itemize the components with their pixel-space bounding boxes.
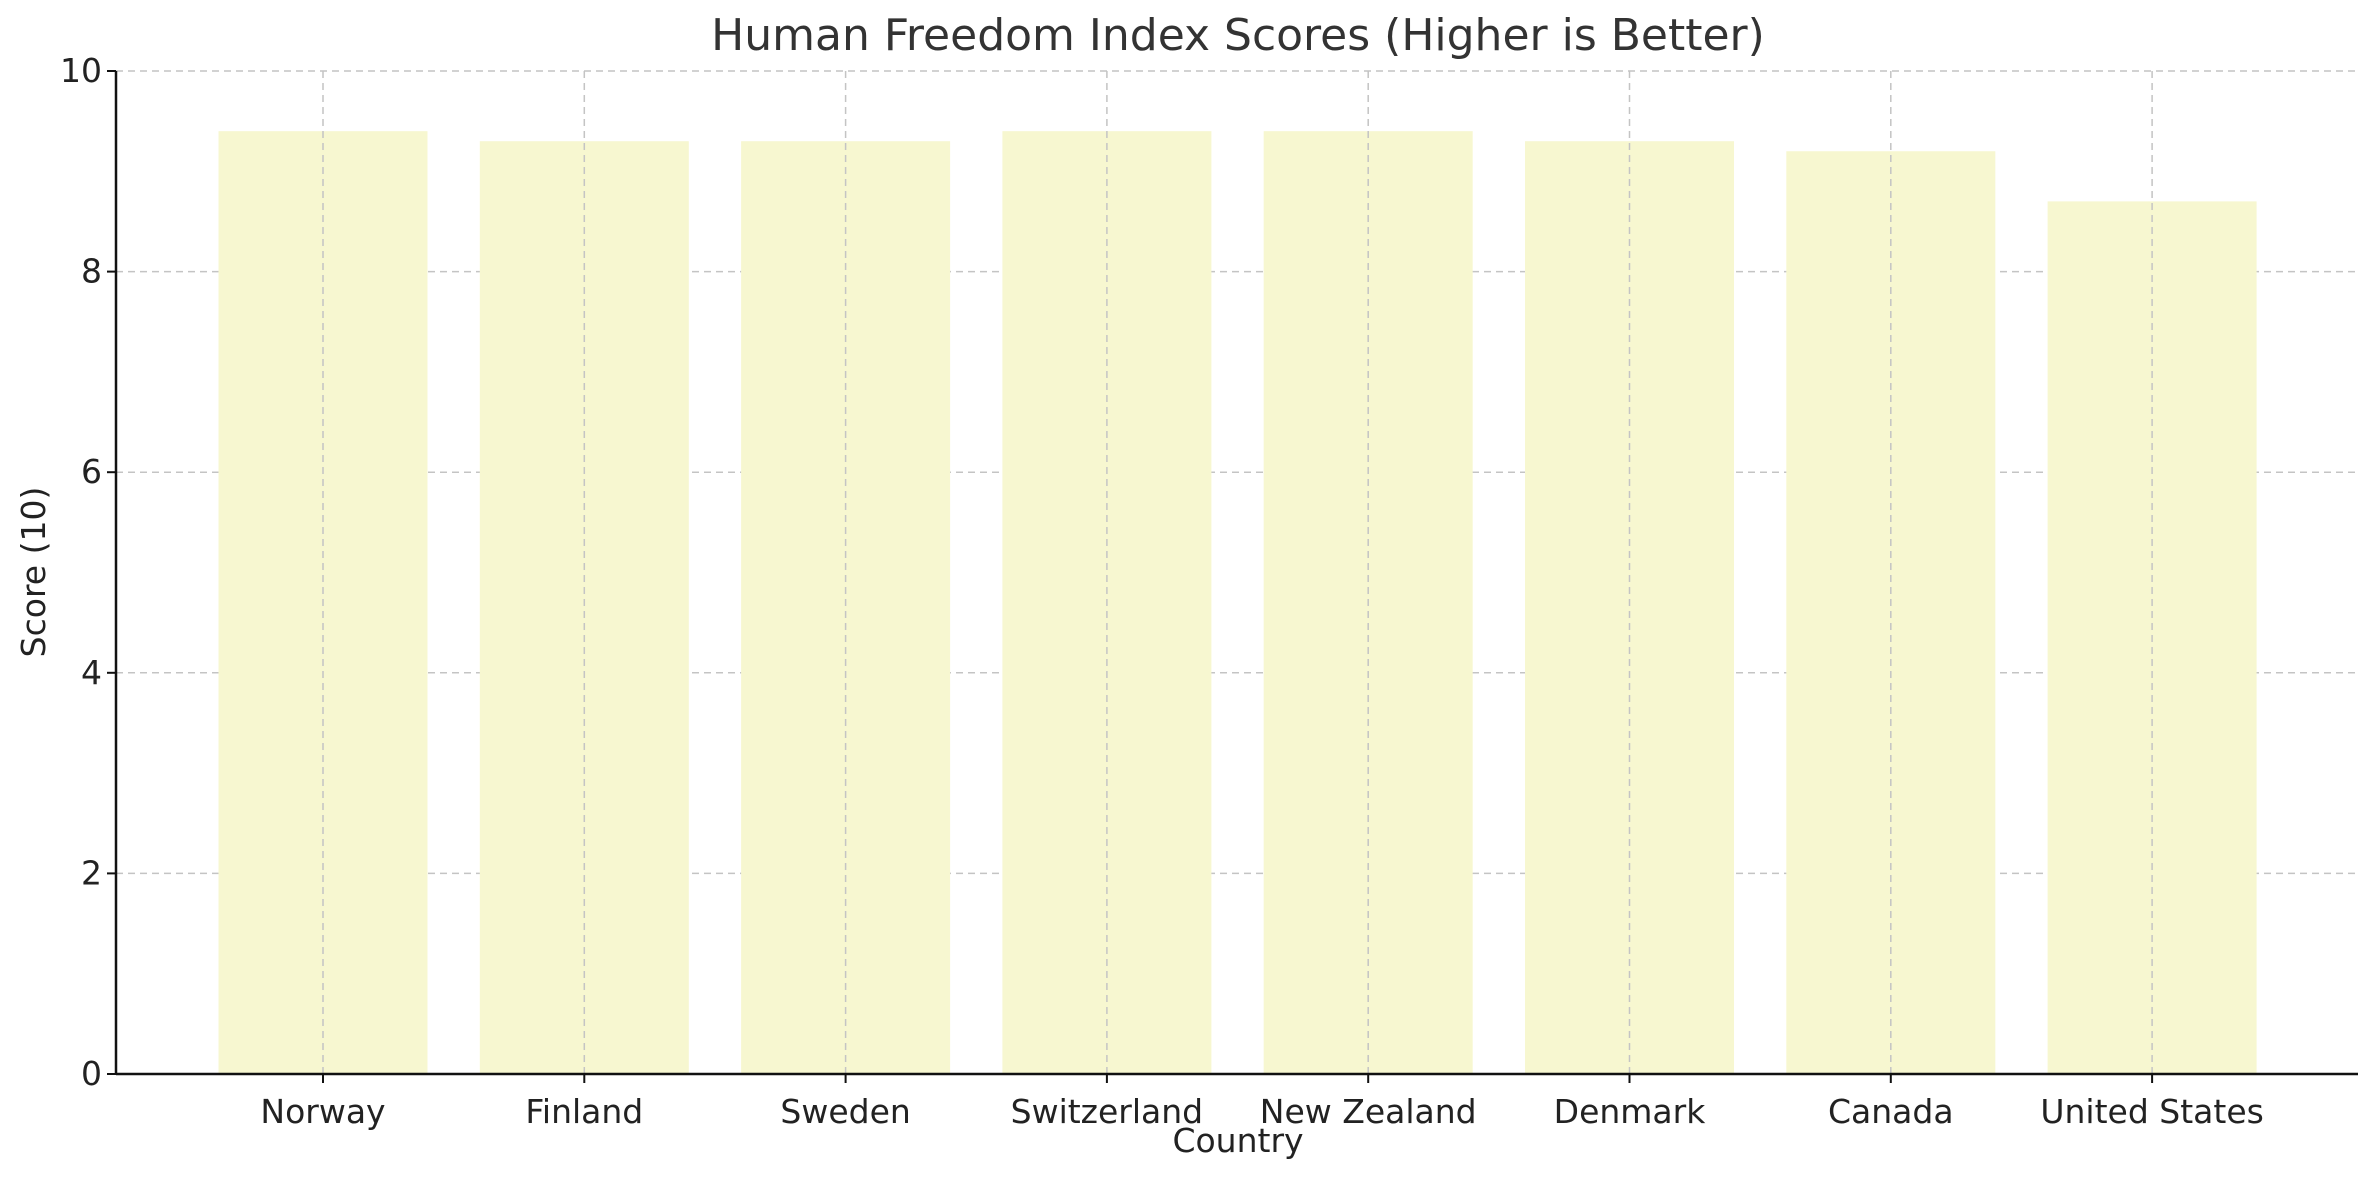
x-tick-label: Norway — [260, 1092, 385, 1131]
y-tick-label: 4 — [81, 653, 102, 692]
y-tick-label: 8 — [81, 252, 102, 291]
x-axis-label: Country — [1172, 1121, 1303, 1160]
grid — [116, 70, 2358, 875]
x-tick-label: Sweden — [780, 1092, 910, 1131]
y-axis-label: Score (10) — [14, 487, 53, 658]
bars — [218, 131, 2257, 1075]
y-tick-label: 6 — [81, 452, 102, 491]
axes — [107, 70, 2358, 1083]
x-tick-label: Switzerland — [1011, 1092, 1204, 1131]
x-tick-label: United States — [2040, 1092, 2263, 1131]
bar-finland — [479, 141, 689, 1074]
x-tick-label: Finland — [525, 1092, 643, 1131]
x-tick-label: Denmark — [1554, 1092, 1707, 1131]
bar-sweden — [741, 141, 951, 1074]
x-tick-label: New Zealand — [1260, 1092, 1477, 1131]
y-tick-label: 0 — [81, 1054, 102, 1093]
x-tick-label: Canada — [1828, 1092, 1954, 1131]
y-tick-label: 2 — [81, 853, 102, 892]
chart-title: Human Freedom Index Scores (Higher is Be… — [711, 10, 1765, 61]
bar-denmark — [1525, 141, 1734, 1074]
tick-labels: 0 2 4 6 8 10 Norway Finland Sweden Switzerland New… — [60, 51, 2264, 1131]
y-tick-label: 10 — [60, 51, 102, 90]
